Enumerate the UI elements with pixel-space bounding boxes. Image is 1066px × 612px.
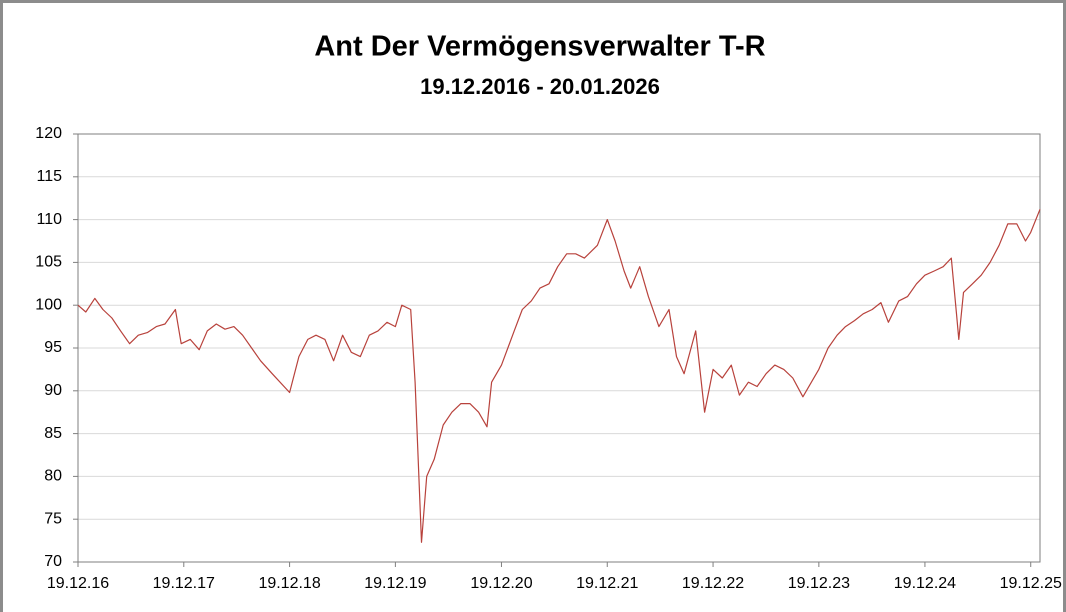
y-tick-label: 90 [44,382,62,399]
y-tick-label: 100 [35,296,62,313]
x-tick-label: 19.12.22 [682,575,744,592]
x-tick-label: 19.12.23 [788,575,850,592]
x-tick-label: 19.12.21 [576,575,638,592]
y-tick-label: 115 [36,168,62,185]
x-tick-label: 19.12.19 [364,575,426,592]
x-tick-label: 19.12.24 [894,575,956,592]
y-tick-label: 70 [44,553,62,570]
y-tick-label: 80 [44,468,62,485]
x-tick-label: 19.12.25 [1000,575,1062,592]
x-tick-label: 19.12.18 [258,575,320,592]
y-tick-label: 95 [44,339,62,356]
x-tick-label: 19.12.20 [470,575,532,592]
x-tick-label: 19.12.16 [47,575,109,592]
chart-subtitle: 19.12.2016 - 20.01.2026 [420,74,660,99]
price-line [77,209,1041,543]
y-tick-label: 110 [36,211,62,228]
chart-title: Ant Der Vermögensverwalter T-R [314,31,765,63]
y-tick-label: 105 [35,254,62,271]
y-tick-label: 75 [44,510,62,527]
y-tick-label: 120 [35,125,62,142]
plot-area [77,133,1041,563]
x-tick-label: 19.12.17 [153,575,215,592]
y-tick-label: 85 [44,425,62,442]
